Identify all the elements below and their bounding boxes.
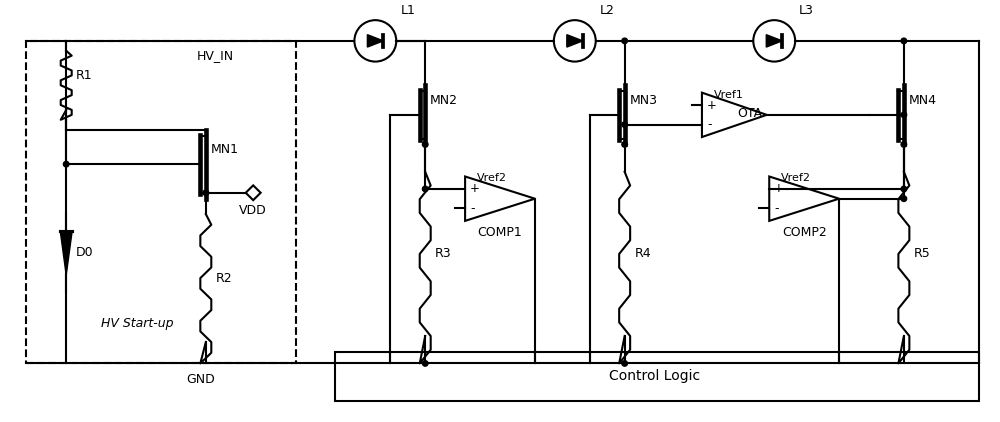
Text: Vref1: Vref1: [714, 89, 744, 100]
Circle shape: [63, 161, 69, 167]
Text: COMP1: COMP1: [478, 226, 522, 239]
Polygon shape: [567, 35, 583, 47]
Text: +: +: [470, 182, 480, 195]
Polygon shape: [766, 35, 782, 47]
Text: MN2: MN2: [430, 94, 458, 106]
Circle shape: [901, 38, 907, 43]
Text: HV_IN: HV_IN: [197, 49, 234, 62]
Circle shape: [422, 186, 428, 192]
Text: R1: R1: [76, 69, 93, 82]
Text: MN1: MN1: [211, 143, 239, 156]
Text: L3: L3: [799, 4, 814, 17]
Text: MN4: MN4: [909, 94, 937, 106]
Text: -: -: [774, 202, 779, 215]
Text: +: +: [774, 182, 784, 195]
Bar: [26, 41, 296, 363]
Circle shape: [622, 38, 627, 43]
Text: +: +: [707, 99, 717, 111]
Circle shape: [203, 190, 209, 195]
Text: R2: R2: [216, 272, 232, 284]
Text: L1: L1: [400, 4, 415, 17]
Circle shape: [622, 122, 627, 127]
Circle shape: [622, 361, 627, 366]
Circle shape: [422, 142, 428, 147]
Bar: [335, 352, 979, 401]
Circle shape: [622, 142, 627, 147]
Text: R3: R3: [435, 247, 452, 260]
Text: R5: R5: [914, 247, 931, 260]
Circle shape: [901, 142, 907, 147]
Text: Vref2: Vref2: [477, 173, 507, 184]
Text: D0: D0: [76, 246, 94, 260]
Polygon shape: [367, 35, 383, 47]
Circle shape: [901, 186, 907, 192]
Text: L2: L2: [600, 4, 615, 17]
Text: VDD: VDD: [239, 204, 267, 217]
Polygon shape: [60, 231, 72, 275]
Text: Vref2: Vref2: [781, 173, 811, 184]
Circle shape: [901, 196, 907, 201]
Text: COMP2: COMP2: [782, 226, 827, 239]
Circle shape: [901, 112, 907, 118]
Text: Control Logic: Control Logic: [609, 369, 700, 383]
Text: -: -: [470, 202, 475, 215]
Text: HV Start-up: HV Start-up: [101, 317, 174, 330]
Text: MN3: MN3: [630, 94, 658, 106]
Text: R4: R4: [635, 247, 651, 260]
Text: GND: GND: [186, 373, 215, 386]
Circle shape: [422, 361, 428, 366]
Text: -: -: [707, 118, 711, 131]
Text: OTA: OTA: [737, 107, 762, 120]
